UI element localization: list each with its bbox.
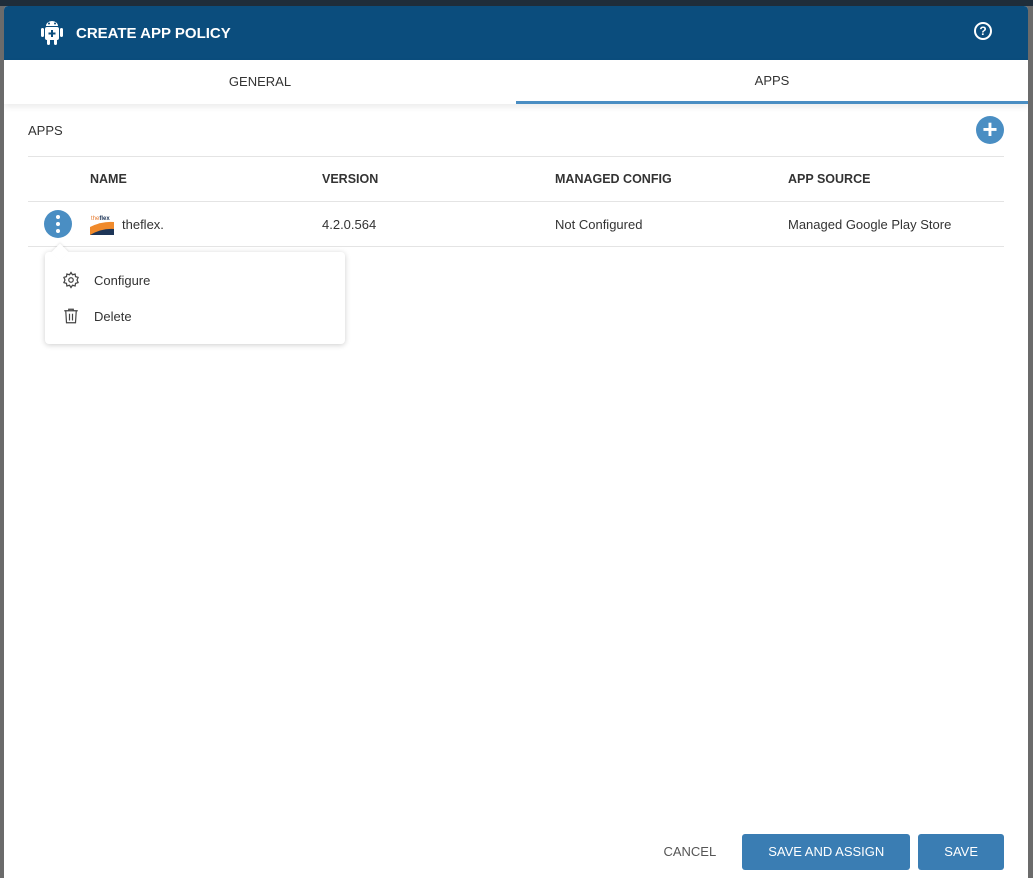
svg-text:theflex: theflex — [91, 216, 110, 222]
column-managed-config: MANAGED CONFIG — [555, 172, 672, 186]
background-strip — [0, 0, 1033, 6]
create-app-policy-dialog: CREATE APP POLICY ? GENERAL APPS APPS + N… — [4, 6, 1028, 878]
table-header: NAME VERSION MANAGED CONFIG APP SOURCE — [28, 157, 1004, 202]
menu-label: Delete — [94, 308, 132, 324]
cancel-button[interactable]: CANCEL — [663, 844, 717, 859]
app-version: 4.2.0.564 — [322, 216, 377, 232]
tab-general[interactable]: GENERAL — [228, 74, 292, 89]
app-managed-config: Not Configured — [555, 216, 643, 232]
tab-bar: GENERAL APPS — [4, 60, 1028, 104]
column-app-source: APP SOURCE — [788, 172, 871, 186]
menu-item-delete[interactable]: Delete — [45, 298, 345, 334]
app-name: theflex. — [122, 216, 164, 232]
column-name: NAME — [90, 172, 127, 186]
row-context-menu: Configure Delete — [45, 252, 345, 344]
gear-icon — [63, 271, 79, 289]
tab-apps[interactable]: APPS — [516, 60, 1028, 104]
dialog-footer: CANCEL SAVE AND ASSIGN SAVE — [645, 834, 1004, 870]
app-source: Managed Google Play Store — [788, 216, 952, 232]
row-actions-button[interactable] — [44, 210, 72, 238]
menu-label: Configure — [94, 272, 151, 288]
menu-item-configure[interactable]: Configure — [45, 262, 345, 298]
help-icon[interactable]: ? — [974, 22, 992, 40]
android-icon — [41, 21, 63, 45]
table-row: theflex theflex. 4.2.0.564 Not Configured… — [28, 202, 1004, 247]
dialog-title: CREATE APP POLICY — [76, 24, 231, 42]
column-version: VERSION — [322, 172, 379, 186]
trash-icon — [64, 308, 78, 324]
section-title: APPS — [28, 122, 63, 138]
dialog-header: CREATE APP POLICY ? — [4, 6, 1028, 60]
save-and-assign-button[interactable]: SAVE AND ASSIGN — [742, 834, 911, 870]
app-logo-icon: theflex — [90, 213, 114, 235]
save-button[interactable]: SAVE — [918, 834, 1004, 870]
apps-section: APPS + NAME VERSION MANAGED CONFIG APP SO… — [4, 104, 1028, 247]
add-app-button[interactable]: + — [976, 116, 1004, 144]
